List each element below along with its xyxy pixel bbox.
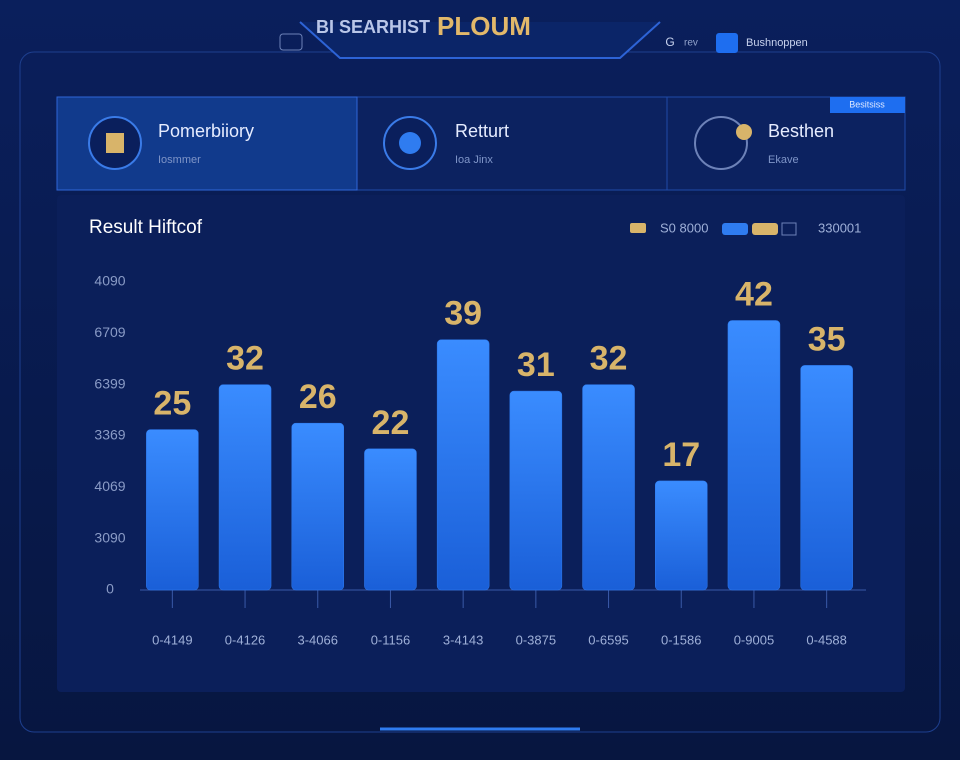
badge-text: Besitsiss <box>849 99 885 109</box>
bar <box>509 390 563 591</box>
x-tick-label: 0-3875 <box>516 632 556 647</box>
bar-value-label: 22 <box>372 404 410 442</box>
card-subtitle: Iosmmer <box>158 154 201 166</box>
user-name[interactable]: Bushnoppen <box>746 37 808 49</box>
card-title: Retturt <box>455 121 509 141</box>
legend-swatch <box>630 223 646 233</box>
bar <box>436 339 490 591</box>
card-icon <box>694 116 748 170</box>
x-tick-label: 0-6595 <box>588 632 628 647</box>
bar-value-label: 31 <box>517 346 555 384</box>
bar <box>291 422 344 591</box>
card-subtitle: Ioa Jinx <box>455 154 493 166</box>
card-icon-glyph <box>106 133 124 153</box>
bar-value-label: 32 <box>590 340 628 378</box>
bar-value-label: 35 <box>808 320 846 358</box>
chart-title: Result Hiftcof <box>89 217 203 238</box>
x-tick-label: 0-1586 <box>661 632 701 647</box>
bar <box>800 365 853 591</box>
y-tick-label: 3090 <box>94 529 125 545</box>
x-tick-label: 0-9005 <box>734 632 774 647</box>
legend-label[interactable]: S0 8000 <box>660 220 708 235</box>
card-icon-glyph <box>736 124 752 140</box>
y-tick-label: 6709 <box>94 324 125 340</box>
badge <box>830 97 905 113</box>
bar-value-label: 42 <box>735 275 773 313</box>
header-tab <box>299 21 661 59</box>
x-tick-label: 3-4143 <box>443 632 483 647</box>
legend-swatch <box>752 223 778 235</box>
nav-icon[interactable]: G <box>665 35 674 49</box>
nav-label[interactable]: rev <box>684 38 698 49</box>
bar <box>146 429 199 591</box>
x-tick-label: 0-1156 <box>371 632 411 647</box>
y-tick-label: 3369 <box>94 427 125 443</box>
bar <box>582 384 635 591</box>
bar-value-label: 25 <box>153 385 191 423</box>
card-subtitle: Ekave <box>768 154 799 166</box>
bar-value-label: 32 <box>226 340 264 378</box>
y-tick-label: 4090 <box>94 273 125 289</box>
legend-swatch <box>781 222 797 236</box>
bar <box>727 320 781 591</box>
y-tick-label: 0 <box>106 581 114 597</box>
card-title: Pomerbiiory <box>158 121 254 141</box>
header-prefix: BI SEARHIST <box>316 17 430 37</box>
bar-value-label: 17 <box>662 436 700 474</box>
x-tick-label: 0-4126 <box>225 632 265 647</box>
card-icon-glyph <box>399 132 421 154</box>
bar-value-label: 26 <box>299 378 337 416</box>
bar <box>364 448 417 591</box>
legend-label[interactable]: 330001 <box>818 220 861 235</box>
menu-icon[interactable] <box>279 33 303 51</box>
user-avatar[interactable] <box>716 33 738 53</box>
bar <box>218 384 272 591</box>
bar-value-label: 39 <box>444 295 482 333</box>
x-tick-label: 0-4149 <box>152 632 192 647</box>
y-tick-label: 6399 <box>94 375 125 391</box>
header-title: PLOUM <box>437 11 531 41</box>
x-tick-label: 0-4588 <box>806 632 846 647</box>
legend-swatch <box>722 223 748 235</box>
x-tick-label: 3-4066 <box>298 632 338 647</box>
y-tick-label: 4069 <box>94 478 125 494</box>
card-title: Besthen <box>768 121 834 141</box>
bar <box>655 480 708 591</box>
